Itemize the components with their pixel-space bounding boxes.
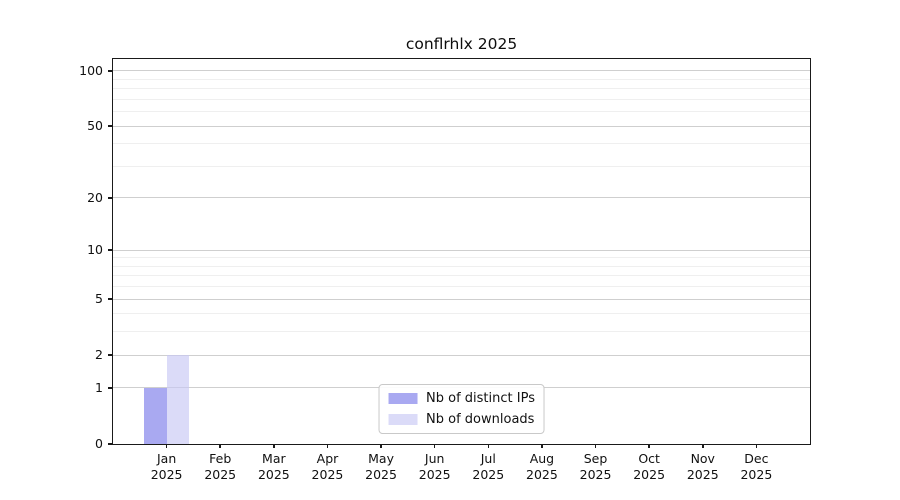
plot-area: Nb of distinct IPs Nb of downloads bbox=[112, 58, 811, 445]
gridline-minor bbox=[113, 98, 810, 100]
y-tick-label: 100 bbox=[79, 62, 103, 78]
x-tick-year: 2025 bbox=[579, 467, 612, 482]
x-tick-year: 2025 bbox=[740, 467, 773, 482]
x-tick-month: Oct bbox=[638, 451, 660, 466]
x-tick-label: Dec 2025 bbox=[729, 451, 783, 483]
y-tick-label: 1 bbox=[95, 379, 103, 395]
x-tick-label: Jul 2025 bbox=[461, 451, 515, 483]
y-tick-label: 20 bbox=[87, 189, 103, 205]
gridline-minor bbox=[113, 331, 810, 333]
x-tick-month: Apr bbox=[316, 451, 339, 466]
x-tick-month: Jan bbox=[156, 451, 177, 466]
x-tick-mark bbox=[380, 444, 382, 448]
y-tick-mark bbox=[108, 354, 112, 356]
gridline-minor bbox=[113, 257, 810, 259]
gridline-major bbox=[113, 197, 810, 199]
x-tick-label: Mar 2025 bbox=[247, 451, 301, 483]
gridline-major bbox=[113, 70, 810, 72]
gridline-minor bbox=[113, 265, 810, 267]
x-tick-label: Nov 2025 bbox=[676, 451, 730, 483]
x-tick-month: Sep bbox=[583, 451, 608, 466]
gridline-minor bbox=[113, 78, 810, 80]
x-tick-month: Dec bbox=[744, 451, 769, 466]
x-tick-year: 2025 bbox=[257, 467, 290, 482]
x-tick-year: 2025 bbox=[686, 467, 719, 482]
x-tick-mark bbox=[326, 444, 329, 448]
y-tick-mark bbox=[108, 125, 112, 127]
x-tick-month: Feb bbox=[209, 451, 232, 466]
gridline-major bbox=[113, 249, 810, 251]
y-tick-label: 0 bbox=[95, 436, 103, 451]
legend-label: Nb of downloads bbox=[426, 412, 535, 427]
x-tick-year: 2025 bbox=[418, 467, 451, 482]
bar-nb-of-downloads bbox=[166, 355, 190, 444]
legend-swatch-nb-of-downloads bbox=[388, 414, 418, 425]
x-tick-month: Jul bbox=[480, 451, 496, 466]
x-tick-month: Nov bbox=[690, 451, 715, 466]
x-tick-month: Aug bbox=[529, 451, 555, 466]
gridline-minor bbox=[113, 165, 810, 167]
y-tick-mark bbox=[108, 443, 112, 445]
gridline-minor bbox=[113, 286, 810, 288]
x-tick-mark bbox=[273, 444, 275, 448]
y-tick-label: 50 bbox=[87, 118, 103, 134]
gridline-minor bbox=[113, 313, 810, 315]
x-tick-month: Jun bbox=[424, 451, 445, 466]
x-tick-label: Feb 2025 bbox=[193, 451, 247, 483]
y-tick-label: 10 bbox=[87, 242, 103, 258]
x-tick-month: May bbox=[368, 451, 394, 466]
x-tick-label: Aug 2025 bbox=[515, 451, 569, 483]
x-tick-label: Jan 2025 bbox=[140, 451, 194, 483]
gridline-minor bbox=[113, 88, 810, 90]
x-tick-mark bbox=[433, 444, 436, 448]
x-tick-year: 2025 bbox=[472, 467, 505, 482]
x-tick-mark bbox=[702, 444, 704, 448]
x-tick-mark bbox=[755, 444, 758, 448]
y-tick-mark bbox=[108, 387, 112, 389]
y-tick-mark bbox=[108, 298, 112, 300]
x-tick-label: Apr 2025 bbox=[300, 451, 354, 483]
x-tick-mark bbox=[165, 444, 168, 448]
x-tick-mark bbox=[594, 444, 597, 448]
x-tick-year: 2025 bbox=[365, 467, 397, 482]
y-tick-mark bbox=[108, 197, 112, 199]
x-tick-label: May 2025 bbox=[354, 451, 408, 483]
legend-swatch-nb-of-distinct-ips bbox=[388, 393, 418, 404]
y-tick-label: 2 bbox=[95, 347, 103, 363]
gridline-major bbox=[113, 125, 810, 127]
gridline-minor bbox=[113, 275, 810, 277]
x-tick-month: Mar bbox=[262, 451, 286, 466]
x-tick-mark bbox=[541, 444, 543, 448]
x-tick-mark bbox=[648, 444, 650, 448]
y-tick-label: 5 bbox=[95, 291, 103, 307]
bar-nb-of-distinct-ips bbox=[144, 387, 167, 444]
x-tick-label: Sep 2025 bbox=[569, 451, 623, 483]
x-tick-label: Jun 2025 bbox=[408, 451, 462, 483]
x-tick-year: 2025 bbox=[526, 467, 558, 482]
x-tick-mark bbox=[487, 444, 490, 448]
legend: Nb of distinct IPs Nb of downloads bbox=[378, 384, 545, 434]
x-tick-year: 2025 bbox=[204, 467, 237, 482]
legend-label: Nb of distinct IPs bbox=[426, 391, 535, 406]
gridline-major bbox=[113, 354, 810, 356]
x-tick-mark bbox=[219, 444, 221, 448]
y-tick-mark bbox=[108, 70, 112, 72]
chart-title: conflrhlx 2025 bbox=[405, 35, 518, 53]
gridline-major bbox=[113, 298, 810, 300]
x-tick-year: 2025 bbox=[311, 467, 344, 482]
x-tick-label: Oct 2025 bbox=[622, 451, 676, 483]
x-tick-year: 2025 bbox=[633, 467, 666, 482]
legend-entry: Nb of downloads bbox=[388, 410, 535, 429]
legend-entry: Nb of distinct IPs bbox=[388, 389, 535, 408]
x-tick-year: 2025 bbox=[150, 467, 183, 482]
gridline-minor bbox=[113, 111, 810, 113]
gridline-minor bbox=[113, 143, 810, 145]
y-tick-mark bbox=[108, 249, 112, 251]
